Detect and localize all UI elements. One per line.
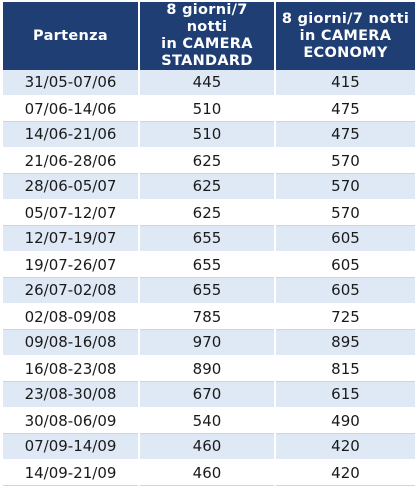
standard-price-cell: 510 [139,121,276,149]
header-standard-line-2: in CAMERA [161,36,253,52]
economy-price-cell: 605 [275,277,415,305]
table-header: Partenza 8 giorni/7 notti in CAMERA STAN… [3,2,415,70]
economy-price-cell: 725 [275,303,415,330]
price-table-container: Partenza 8 giorni/7 notti in CAMERA STAN… [3,2,415,486]
economy-price-cell: 420 [275,459,415,486]
table-row: 09/08-16/08 970 895 [3,329,415,357]
standard-price-cell: 670 [139,381,276,409]
table-row: 21/06-28/06 625 570 [3,147,415,174]
table-row: 26/07-02/08 655 605 [3,277,415,305]
table-row: 12/07-19/07 655 605 [3,225,415,253]
standard-price-cell: 460 [139,433,276,461]
table-row: 14/06-21/06 510 475 [3,121,415,149]
table-row: 30/08-06/09 540 490 [3,407,415,434]
header-standard-room: 8 giorni/7 notti in CAMERA STANDARD [139,2,276,70]
economy-price-cell: 605 [275,251,415,278]
departure-cell: 02/08-09/08 [3,303,140,330]
standard-price-cell: 890 [139,355,276,382]
departure-cell: 12/07-19/07 [3,225,140,253]
table-body: 31/05-07/06 445 415 07/06-14/06 510 475 14/06-… [3,70,415,486]
economy-price-cell: 570 [275,199,415,226]
table-row: 28/06-05/07 625 570 [3,173,415,201]
departure-cell: 19/07-26/07 [3,251,140,278]
standard-price-cell: 510 [139,95,276,122]
header-departure: Partenza [3,2,140,70]
table-row: 07/09-14/09 460 420 [3,433,415,461]
table-row: 14/09-21/09 460 420 [3,459,415,486]
table-row: 07/06-14/06 510 475 [3,95,415,122]
table-row: 23/08-30/08 670 615 [3,381,415,409]
standard-price-cell: 445 [139,70,276,97]
standard-price-cell: 655 [139,277,276,305]
departure-cell: 21/06-28/06 [3,147,140,174]
header-standard-line-3: STANDARD [161,53,253,69]
departure-cell: 14/09-21/09 [3,459,140,486]
departure-cell: 23/08-30/08 [3,381,140,409]
economy-price-cell: 605 [275,225,415,253]
table-row: 31/05-07/06 445 415 [3,70,415,97]
header-row: Partenza 8 giorni/7 notti in CAMERA STAN… [3,2,415,70]
economy-price-cell: 615 [275,381,415,409]
economy-price-cell: 815 [275,355,415,382]
price-table: Partenza 8 giorni/7 notti in CAMERA STAN… [3,2,415,486]
standard-price-cell: 655 [139,225,276,253]
table-row: 05/07-12/07 625 570 [3,199,415,226]
departure-cell: 05/07-12/07 [3,199,140,226]
header-economy-line-3: ECONOMY [303,44,388,61]
economy-price-cell: 415 [275,70,415,97]
economy-price-cell: 420 [275,433,415,461]
standard-price-cell: 625 [139,173,276,201]
departure-cell: 31/05-07/06 [3,70,140,97]
standard-price-cell: 540 [139,407,276,434]
header-economy-room: 8 giorni/7 notti in CAMERA ECONOMY [275,2,415,70]
table-row: 16/08-23/08 890 815 [3,355,415,382]
departure-cell: 07/06-14/06 [3,95,140,122]
economy-price-cell: 570 [275,147,415,174]
economy-price-cell: 475 [275,95,415,122]
standard-price-cell: 625 [139,199,276,226]
standard-price-cell: 785 [139,303,276,330]
economy-price-cell: 895 [275,329,415,357]
departure-cell: 26/07-02/08 [3,277,140,305]
header-economy-line-2: in CAMERA [299,27,392,44]
standard-price-cell: 970 [139,329,276,357]
departure-cell: 16/08-23/08 [3,355,140,382]
header-departure-label: Partenza [33,27,108,44]
departure-cell: 07/09-14/09 [3,433,140,461]
economy-price-cell: 475 [275,121,415,149]
economy-price-cell: 490 [275,407,415,434]
standard-price-cell: 625 [139,147,276,174]
header-standard-line-1: 8 giorni/7 notti [166,2,248,35]
departure-cell: 30/08-06/09 [3,407,140,434]
departure-cell: 28/06-05/07 [3,173,140,201]
table-row: 19/07-26/07 655 605 [3,251,415,278]
standard-price-cell: 655 [139,251,276,278]
standard-price-cell: 460 [139,459,276,486]
departure-cell: 09/08-16/08 [3,329,140,357]
economy-price-cell: 570 [275,173,415,201]
header-economy-line-1: 8 giorni/7 notti [281,10,410,27]
departure-cell: 14/06-21/06 [3,121,140,149]
table-row: 02/08-09/08 785 725 [3,303,415,330]
